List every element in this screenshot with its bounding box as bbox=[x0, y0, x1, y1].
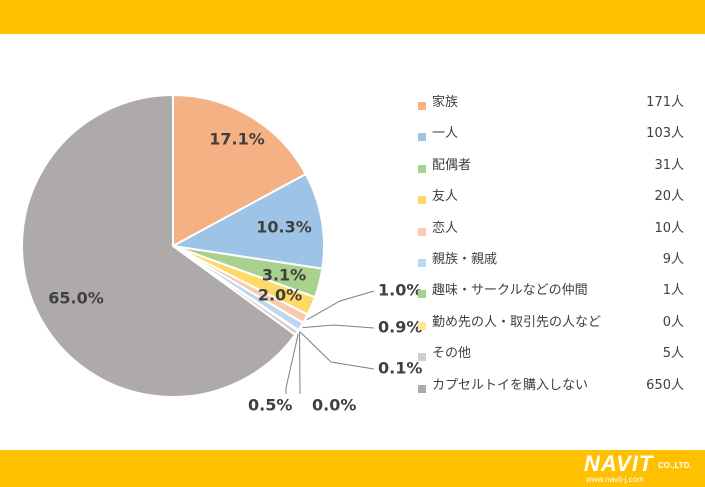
legend-label: 勤め先の人・取引先の人など bbox=[432, 314, 602, 330]
legend-swatch bbox=[418, 384, 426, 393]
slice-label-7: 0.0% bbox=[312, 396, 356, 415]
pie-slice-9 bbox=[21, 93, 297, 398]
legend-swatch bbox=[418, 258, 426, 267]
slice-label-5: 0.9% bbox=[378, 318, 422, 337]
legend-label: 配偶者 bbox=[432, 157, 472, 173]
legend-label: 恋人 bbox=[432, 220, 459, 236]
legend-swatch bbox=[418, 133, 426, 142]
legend-item: カプセルトイを購入しない 650人 bbox=[414, 377, 704, 408]
legend-count: 1人 bbox=[662, 283, 684, 299]
legend-swatch bbox=[418, 102, 426, 110]
legend-label: カプセルトイを購入しない bbox=[432, 377, 589, 393]
legend-count: 31人 bbox=[654, 157, 684, 173]
slice-label-3: 2.0% bbox=[258, 286, 302, 305]
slice-label-1: 10.3% bbox=[256, 218, 312, 237]
brand-url: www.navit-j.com bbox=[586, 475, 644, 484]
slice-label-9: 65.0% bbox=[48, 289, 104, 308]
leader-line-5 bbox=[302, 324, 375, 329]
company-logo: NAVIT CO.,LTD. www.navit-j.com bbox=[584, 453, 702, 485]
legend-label: 親族・親戚 bbox=[432, 251, 498, 267]
slice-label-6: 0.1% bbox=[378, 359, 422, 378]
legend-label: 友人 bbox=[432, 189, 459, 205]
legend-swatch bbox=[418, 321, 426, 330]
legend-swatch bbox=[418, 290, 426, 299]
legend-count: 9人 bbox=[662, 251, 684, 267]
pie-chart: 17.1% 10.3% 3.1%2.0% 1.0% 0.9% 0.1% 0.0% 0.5% 65… bbox=[21, 93, 422, 415]
legend-item: 恋人 10人 bbox=[414, 220, 704, 251]
legend-count: 20人 bbox=[654, 189, 684, 205]
legend-label: 一人 bbox=[432, 126, 459, 142]
legend-count: 103人 bbox=[646, 126, 684, 142]
legend-count: 10人 bbox=[654, 220, 684, 236]
legend-item: 勤め先の人・取引先の人など 0人 bbox=[414, 314, 704, 345]
bottom-accent-bar bbox=[0, 450, 705, 487]
legend-count: 650人 bbox=[646, 377, 684, 393]
slice-label-2: 3.1% bbox=[262, 266, 306, 285]
legend-label: その他 bbox=[432, 346, 472, 362]
brand-suffix: CO.,LTD. bbox=[658, 461, 692, 470]
legend-item: 趣味・サークルなどの仲間 1人 bbox=[414, 282, 704, 313]
legend-swatch bbox=[418, 196, 426, 205]
legend-count: 5人 bbox=[662, 346, 684, 362]
legend-item: 一人 103人 bbox=[414, 125, 704, 156]
pie-slice-1 bbox=[169, 172, 325, 270]
legend-item: 親族・親戚 9人 bbox=[414, 251, 704, 282]
legend-item: その他 5人 bbox=[414, 345, 704, 376]
legend-swatch bbox=[418, 227, 426, 236]
legend-label: 趣味・サークルなどの仲間 bbox=[432, 283, 588, 299]
brand-name: NAVIT bbox=[584, 451, 654, 476]
slice-label-0: 17.1% bbox=[209, 130, 265, 149]
legend-item: 配偶者 31人 bbox=[414, 157, 704, 188]
leader-line-4 bbox=[306, 290, 375, 321]
legend-swatch bbox=[418, 164, 426, 173]
legend-count: 171人 bbox=[646, 95, 684, 110]
legend-item: 友人 20人 bbox=[414, 188, 704, 219]
top-accent-bar bbox=[0, 0, 705, 34]
chart-legend: 家族 171人一人 103人配偶者 31人友人 20人恋人 10人親族・親戚 9人趣味・サー… bbox=[414, 94, 704, 408]
legend-swatch bbox=[418, 353, 426, 362]
legend-count: 0人 bbox=[662, 314, 684, 330]
legend-item: 家族 171人 bbox=[414, 94, 704, 125]
legend-label: 家族 bbox=[432, 95, 459, 110]
slice-label-4: 1.0% bbox=[378, 281, 422, 300]
slice-label-8: 0.5% bbox=[248, 396, 292, 415]
pie-slice-0 bbox=[172, 93, 308, 248]
leader-line-6 bbox=[299, 331, 375, 370]
leader-line-8 bbox=[285, 333, 299, 394]
